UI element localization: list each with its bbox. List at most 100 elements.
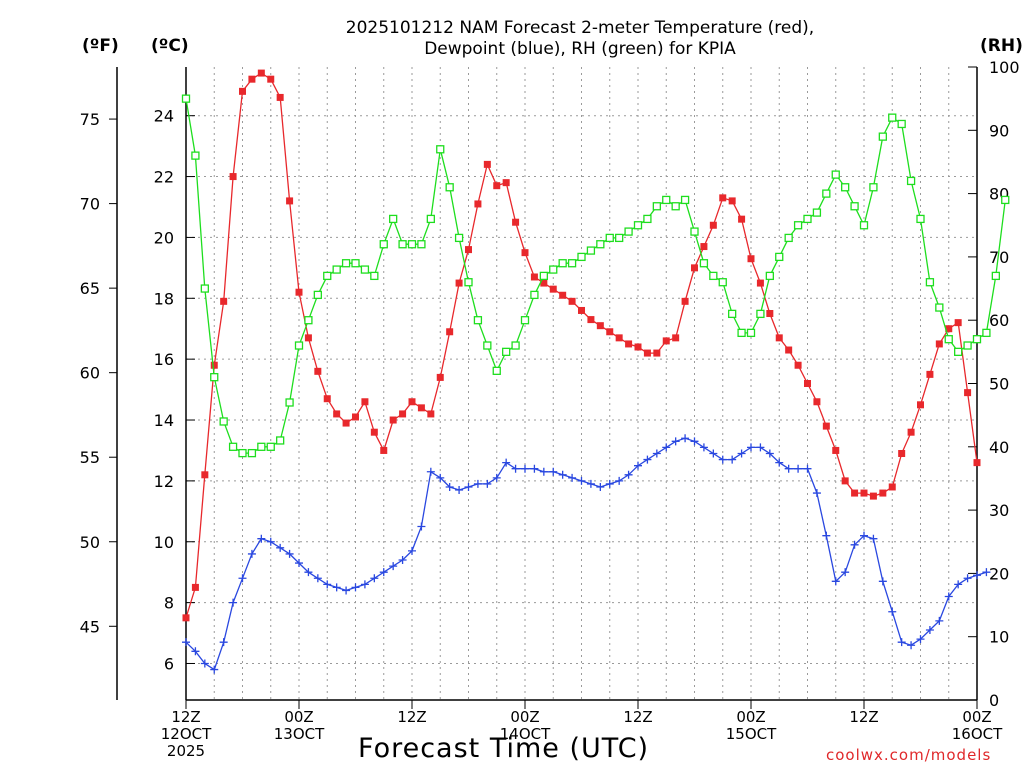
2-meter-temperature-point xyxy=(427,410,435,418)
rh-point xyxy=(238,448,247,458)
2-meter-temperature-point xyxy=(794,361,802,369)
rh-point xyxy=(756,309,765,319)
rh-point xyxy=(662,195,671,205)
2-meter-temperature-point xyxy=(813,398,821,406)
chart-title-line1: 2025101212 NAM Forecast 2-meter Temperat… xyxy=(345,18,815,38)
rh-tick-label: 30 xyxy=(989,501,1009,520)
2-meter-temperature-point xyxy=(738,215,746,223)
dewpoint-point xyxy=(737,449,746,458)
rh-point xyxy=(294,341,304,350)
x-tick-label: 00Z xyxy=(284,708,313,726)
rh-point xyxy=(483,341,492,350)
fahrenheit-tick-label: 45 xyxy=(80,617,100,636)
dewpoint-point xyxy=(935,616,944,625)
rh-point xyxy=(728,309,737,319)
dewpoint-point xyxy=(539,467,548,476)
dewpoint-point xyxy=(878,577,887,586)
rh-point xyxy=(718,278,727,287)
2-meter-temperature-point xyxy=(559,291,567,299)
rh-point xyxy=(859,221,869,230)
2-meter-temperature-point xyxy=(615,334,623,342)
rh-point xyxy=(247,448,257,458)
fahrenheit-unit-label: (ºF) xyxy=(82,36,119,56)
x-tick-label: 12Z xyxy=(397,708,426,726)
celsius-tick-label: 10 xyxy=(154,533,174,552)
fahrenheit-tick-label: 70 xyxy=(80,195,100,214)
rh-point xyxy=(200,284,209,293)
2-meter-temperature-point xyxy=(455,279,463,287)
dewpoint-point xyxy=(568,473,577,482)
rh-point xyxy=(690,227,699,236)
dewpoint-point xyxy=(954,580,963,589)
dewpoint-point xyxy=(671,437,680,446)
dewpoint-point xyxy=(973,571,981,580)
rh-point xyxy=(775,252,784,262)
2-meter-temperature-point xyxy=(380,446,388,454)
2-meter-temperature-point xyxy=(389,416,397,424)
rh-point xyxy=(916,214,925,224)
rh-point xyxy=(935,303,944,312)
dewpoint-point xyxy=(295,559,303,568)
x-tick-label: 12OCT xyxy=(161,725,212,743)
rh-point xyxy=(746,328,756,338)
fahrenheit-tick-label: 75 xyxy=(80,110,100,129)
rh-point xyxy=(954,347,963,357)
2-meter-temperature-point xyxy=(681,297,689,305)
celsius-tick-label: 6 xyxy=(164,654,174,673)
dewpoint-point xyxy=(530,464,539,473)
dewpoint-point xyxy=(464,482,473,491)
2-meter-temperature-point xyxy=(352,413,359,421)
dewpoint-point xyxy=(605,479,614,488)
dewpoint-point xyxy=(841,568,850,577)
dewpoint-point xyxy=(888,607,897,616)
rh-tick-label: 20 xyxy=(989,564,1009,583)
dewpoint-point xyxy=(445,482,454,491)
rh-point xyxy=(445,183,454,192)
rh-point xyxy=(841,183,850,192)
2-meter-temperature-point xyxy=(587,316,595,324)
2-meter-temperature-point xyxy=(634,343,642,351)
dewpoint-point xyxy=(426,467,435,476)
dewpoint-point xyxy=(257,534,266,543)
dewpoint-point xyxy=(681,434,690,443)
dewpoint-point xyxy=(549,467,558,476)
rh-point xyxy=(502,347,511,357)
2-meter-temperature-point xyxy=(643,349,651,357)
dewpoint-point xyxy=(624,470,633,479)
rh-point xyxy=(709,271,718,281)
celsius-tick-label: 20 xyxy=(154,228,174,247)
dewpoint-line xyxy=(185,437,987,671)
x-tick-label: 12Z xyxy=(849,708,878,726)
2-meter-temperature-point xyxy=(314,367,322,375)
2-meter-temperature-point xyxy=(286,197,294,205)
rh-point xyxy=(464,278,473,287)
dewpoint-point xyxy=(699,443,708,452)
2-meter-temperature-point xyxy=(361,398,369,406)
x-tick-label: 00Z xyxy=(510,708,539,726)
2-meter-temperature-point xyxy=(465,246,472,254)
celsius-tick-label: 14 xyxy=(154,411,174,430)
rh-point xyxy=(803,214,812,224)
dewpoint-point xyxy=(455,486,464,495)
dewpoint-point xyxy=(379,568,388,577)
2-meter-temperature-point xyxy=(822,422,830,430)
rh-point xyxy=(671,202,680,211)
rh-point xyxy=(652,202,661,211)
2-meter-temperature-point xyxy=(210,361,218,369)
dewpoint-point xyxy=(370,574,379,583)
chart-title: 2025101212 NAM Forecast 2-meter Temperat… xyxy=(230,18,930,60)
fahrenheit-tick-label: 55 xyxy=(80,448,100,467)
rh-point xyxy=(822,189,831,198)
dewpoint-point xyxy=(577,476,586,485)
rh-point xyxy=(219,417,228,426)
2-meter-temperature-point xyxy=(436,373,444,381)
rh-point xyxy=(332,265,341,274)
2-meter-temperature-point xyxy=(342,419,350,427)
dewpoint-point xyxy=(775,458,784,467)
rh-point xyxy=(869,183,878,192)
2-meter-temperature-point xyxy=(417,404,425,412)
2-meter-temperature-point xyxy=(926,370,934,378)
2-meter-temperature-point xyxy=(512,218,520,226)
rh-point xyxy=(605,233,614,243)
